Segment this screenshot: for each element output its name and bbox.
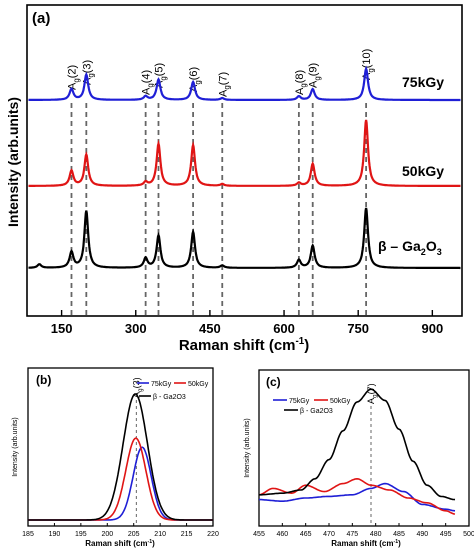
peak-label-(8): Ag(8) xyxy=(294,70,308,95)
panel-label: (b) xyxy=(36,373,51,387)
x-tick-label-500: 500 xyxy=(463,531,474,538)
x-tick-label-210: 210 xyxy=(154,531,166,538)
x-tick-label-195: 195 xyxy=(75,531,87,538)
panel-a: (a)Ag(2)Ag(3)Ag(4)Ag(5)Ag(6)Ag(7)Ag(8)Ag… xyxy=(5,4,463,354)
x-tick-label-185: 185 xyxy=(22,531,34,538)
legend-label-2: β - Ga2O3 xyxy=(300,408,333,415)
y-axis-title: Intensity (arb.units) xyxy=(244,418,251,478)
peak-label-(7): Ag(7) xyxy=(217,72,231,97)
series-line-2 xyxy=(259,388,456,501)
x-tick-label-220: 220 xyxy=(207,531,219,538)
panel-label: (a) xyxy=(32,10,50,27)
plot-frame xyxy=(26,4,463,317)
series-line-0 xyxy=(259,482,456,512)
legend-label-2: β - Ga2O3 xyxy=(153,394,186,401)
series-label-ga2o3: β – Ga2O3 xyxy=(378,238,442,257)
x-tick-label-480: 480 xyxy=(370,531,382,538)
legend-label-0: 75kGy xyxy=(289,398,310,405)
plot-frame xyxy=(27,367,214,527)
y-axis-title: Intensity (arb.units) xyxy=(5,97,21,227)
x-tick-label-490: 490 xyxy=(416,531,428,538)
peak-label-(2): Ag(2) xyxy=(66,65,80,90)
x-tick-label-600: 600 xyxy=(273,321,295,336)
x-tick-label-750: 750 xyxy=(347,321,369,336)
legend-label-1: 50kGy xyxy=(330,398,351,405)
x-tick-label-465: 465 xyxy=(300,531,312,538)
x-tick-label-460: 460 xyxy=(276,531,288,538)
peak-label-(4): Ag(4) xyxy=(141,70,155,95)
plot-frame xyxy=(258,369,470,527)
x-tick-label-475: 475 xyxy=(346,531,358,538)
series-label-50kgy: 50kGy xyxy=(402,163,444,179)
peak-label-(9): Ag(9) xyxy=(308,63,322,88)
x-tick-label-455: 455 xyxy=(253,531,265,538)
x-tick-label-205: 205 xyxy=(128,531,140,538)
y-axis-title: Intensity (arb.units) xyxy=(12,417,19,477)
legend-label-1: 50kGy xyxy=(188,381,209,388)
x-axis-title: Raman shift (cm-1) xyxy=(331,539,401,548)
x-tick-label-495: 495 xyxy=(440,531,452,538)
x-tick-label-485: 485 xyxy=(393,531,405,538)
x-tick-label-215: 215 xyxy=(181,531,193,538)
x-tick-label-900: 900 xyxy=(421,321,443,336)
panel-label: (c) xyxy=(266,375,281,389)
series-line-0 xyxy=(28,65,461,102)
x-tick-label-150: 150 xyxy=(51,321,73,336)
x-axis-title: Raman shift (cm-1) xyxy=(85,539,155,548)
series-label-75kgy: 75kGy xyxy=(402,74,444,90)
x-tick-label-450: 450 xyxy=(199,321,221,336)
series-line-2 xyxy=(28,207,461,270)
series-line-1 xyxy=(258,477,456,515)
x-axis-title: Raman shift (cm-1) xyxy=(179,336,309,354)
series-line-1 xyxy=(28,119,461,187)
legend-label-0: 75kGy xyxy=(151,381,172,388)
x-tick-label-200: 200 xyxy=(101,531,113,538)
x-tick-label-190: 190 xyxy=(49,531,61,538)
series-line-1 xyxy=(28,437,213,521)
x-tick-label-470: 470 xyxy=(323,531,335,538)
x-tick-label-300: 300 xyxy=(125,321,147,336)
series-line-2 xyxy=(28,393,213,521)
